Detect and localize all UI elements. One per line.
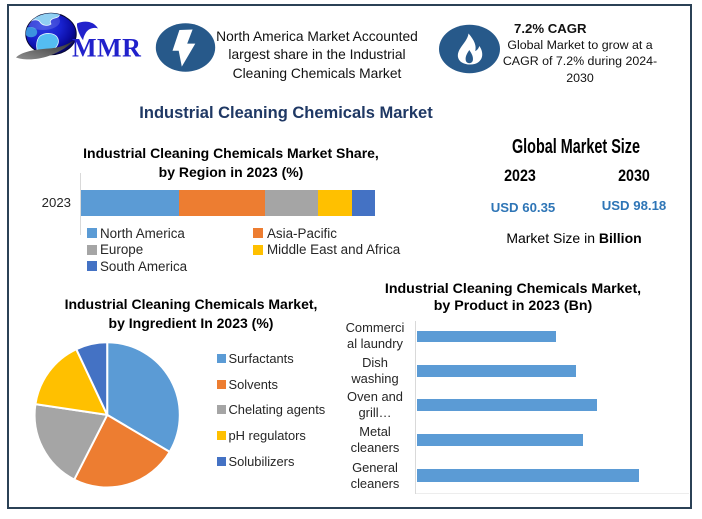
svg-text:MMR: MMR xyxy=(72,34,141,63)
